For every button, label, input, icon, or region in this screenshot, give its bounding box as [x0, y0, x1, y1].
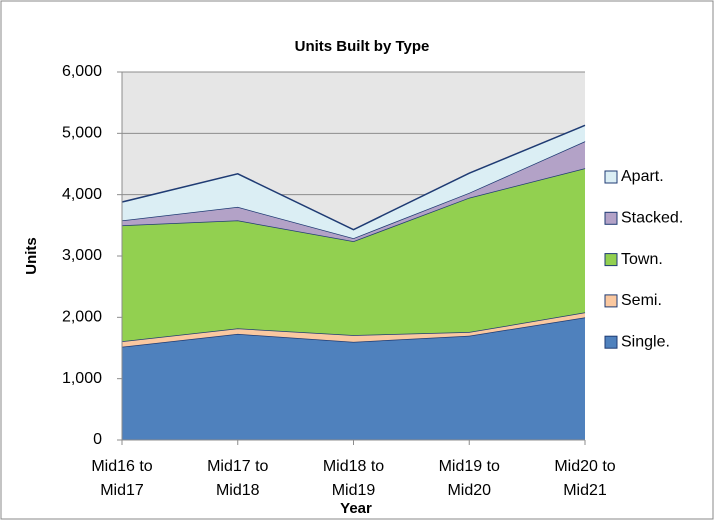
x-tick-label: Mid19 to Mid20	[439, 458, 500, 499]
y-tick-label: 3,000	[62, 247, 102, 264]
legend-swatch	[604, 170, 618, 184]
x-tick-label: Mid17 to Mid18	[207, 458, 268, 499]
y-tick-label: 2,000	[62, 309, 102, 326]
x-tick-label: Mid16 to Mid17	[91, 458, 152, 499]
x-axis-title: Year	[340, 500, 372, 517]
legend-label: Apart.	[621, 168, 664, 185]
legend-swatch	[604, 211, 618, 225]
x-tick-label: Mid20 to Mid21	[554, 458, 615, 499]
legend-label: Stacked.	[621, 210, 683, 227]
legend-label: Semi.	[621, 292, 662, 309]
legend-swatch	[604, 335, 618, 349]
area	[122, 141, 585, 242]
x-tick-label: Mid18 to Mid19	[323, 458, 384, 499]
y-tick-label: 4,000	[62, 186, 102, 203]
chart-title: Units Built by Type	[295, 38, 430, 55]
area	[122, 317, 585, 440]
area-edge	[121, 124, 586, 231]
legend-swatch	[604, 294, 618, 308]
y-tick-label: 0	[93, 431, 102, 448]
y-tick-label: 5,000	[62, 125, 102, 142]
area	[122, 125, 585, 239]
legend-label: Town.	[621, 251, 663, 268]
area	[122, 312, 585, 347]
area	[122, 168, 585, 342]
legend-swatch	[604, 253, 618, 267]
legend-label: Single.	[621, 333, 670, 350]
y-tick-label: 6,000	[62, 63, 102, 80]
y-tick-label: 1,000	[62, 370, 102, 387]
y-axis-title: Units	[23, 237, 40, 275]
